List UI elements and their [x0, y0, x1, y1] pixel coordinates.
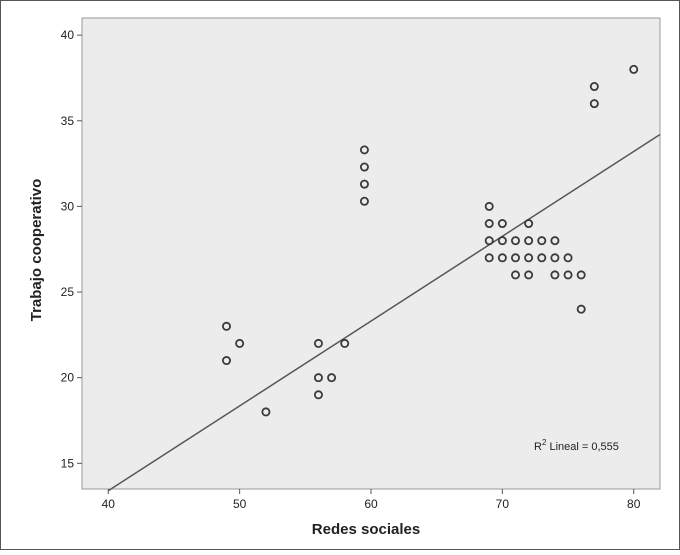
data-point: [629, 64, 639, 74]
y-tick-label: 25: [61, 285, 75, 299]
data-point: [537, 236, 547, 246]
data-point: [313, 390, 323, 400]
plot-area: [81, 17, 661, 490]
y-tick-label: 20: [61, 371, 75, 385]
data-point: [550, 270, 560, 280]
data-point: [524, 253, 534, 263]
data-point: [340, 338, 350, 348]
r-squared-annotation: R2 Lineal = 0,555: [534, 438, 619, 453]
data-point: [524, 236, 534, 246]
data-point: [497, 219, 507, 229]
y-tick-label: 40: [61, 28, 75, 42]
y-tick-label: 30: [61, 199, 75, 213]
data-point: [484, 236, 494, 246]
data-point: [510, 270, 520, 280]
data-point: [576, 270, 586, 280]
data-point: [576, 304, 586, 314]
y-axis-title: Trabajo cooperativo: [28, 179, 45, 322]
x-tick-label: 70: [496, 497, 510, 511]
data-point: [563, 253, 573, 263]
data-point: [313, 373, 323, 383]
regression-line: [107, 133, 661, 492]
data-point: [510, 236, 520, 246]
data-point: [221, 321, 231, 331]
data-point: [589, 99, 599, 109]
data-point: [359, 162, 369, 172]
x-tick-label: 60: [364, 497, 378, 511]
data-point: [563, 270, 573, 280]
data-point: [484, 253, 494, 263]
data-point: [261, 407, 271, 417]
x-tick-label: 40: [102, 497, 116, 511]
data-point: [359, 179, 369, 189]
y-tick-label: 15: [61, 456, 75, 470]
data-point: [359, 145, 369, 155]
data-point: [497, 253, 507, 263]
data-point: [484, 219, 494, 229]
y-axis: 15 20 25 30 35 40: [61, 28, 82, 470]
y-tick-label: 35: [61, 114, 75, 128]
data-point: [497, 236, 507, 246]
x-axis: 40 50 60 70 80: [102, 489, 641, 511]
data-point: [524, 270, 534, 280]
data-point: [359, 196, 369, 206]
x-axis-title: Redes sociales: [312, 521, 420, 538]
data-point: [550, 236, 560, 246]
data-points: [221, 64, 639, 417]
data-point: [221, 356, 231, 366]
data-point: [524, 219, 534, 229]
data-point: [313, 338, 323, 348]
x-tick-label: 50: [233, 497, 247, 511]
x-tick-label: 80: [627, 497, 641, 511]
data-point: [327, 373, 337, 383]
data-point: [510, 253, 520, 263]
data-point: [537, 253, 547, 263]
data-point: [589, 82, 599, 92]
data-point: [550, 253, 560, 263]
data-point: [235, 338, 245, 348]
data-point: [484, 201, 494, 211]
